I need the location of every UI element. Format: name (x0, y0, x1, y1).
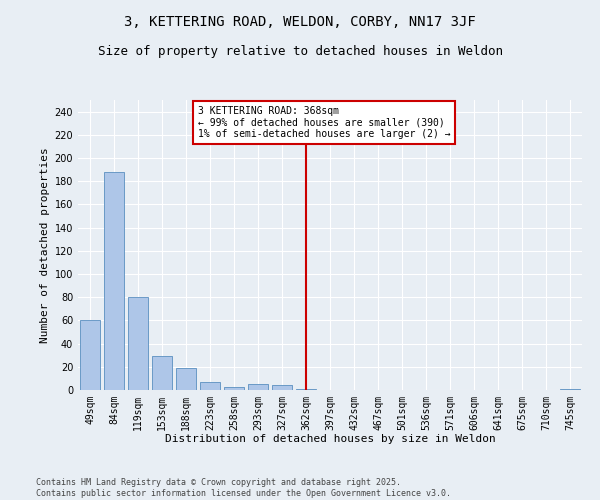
Text: 3 KETTERING ROAD: 368sqm
← 99% of detached houses are smaller (390)
1% of semi-d: 3 KETTERING ROAD: 368sqm ← 99% of detach… (198, 106, 451, 139)
Bar (176, 368, 196, 390)
Text: Contains HM Land Registry data © Crown copyright and database right 2025.
Contai: Contains HM Land Registry data © Crown c… (36, 478, 451, 498)
Bar (152, 356, 172, 390)
Bar (296, 389, 316, 390)
Y-axis label: Number of detached properties: Number of detached properties (40, 147, 50, 343)
Bar (272, 386, 292, 390)
Bar (560, 389, 580, 390)
Bar (200, 382, 220, 390)
Bar (128, 297, 148, 390)
Bar (248, 384, 268, 390)
X-axis label: Distribution of detached houses by size in Weldon: Distribution of detached houses by size … (164, 434, 496, 444)
Bar (224, 386, 244, 390)
Bar (104, 172, 124, 390)
Text: 3, KETTERING ROAD, WELDON, CORBY, NN17 3JF: 3, KETTERING ROAD, WELDON, CORBY, NN17 3… (124, 15, 476, 29)
Bar (80, 320, 100, 390)
Text: Size of property relative to detached houses in Weldon: Size of property relative to detached ho… (97, 45, 503, 58)
